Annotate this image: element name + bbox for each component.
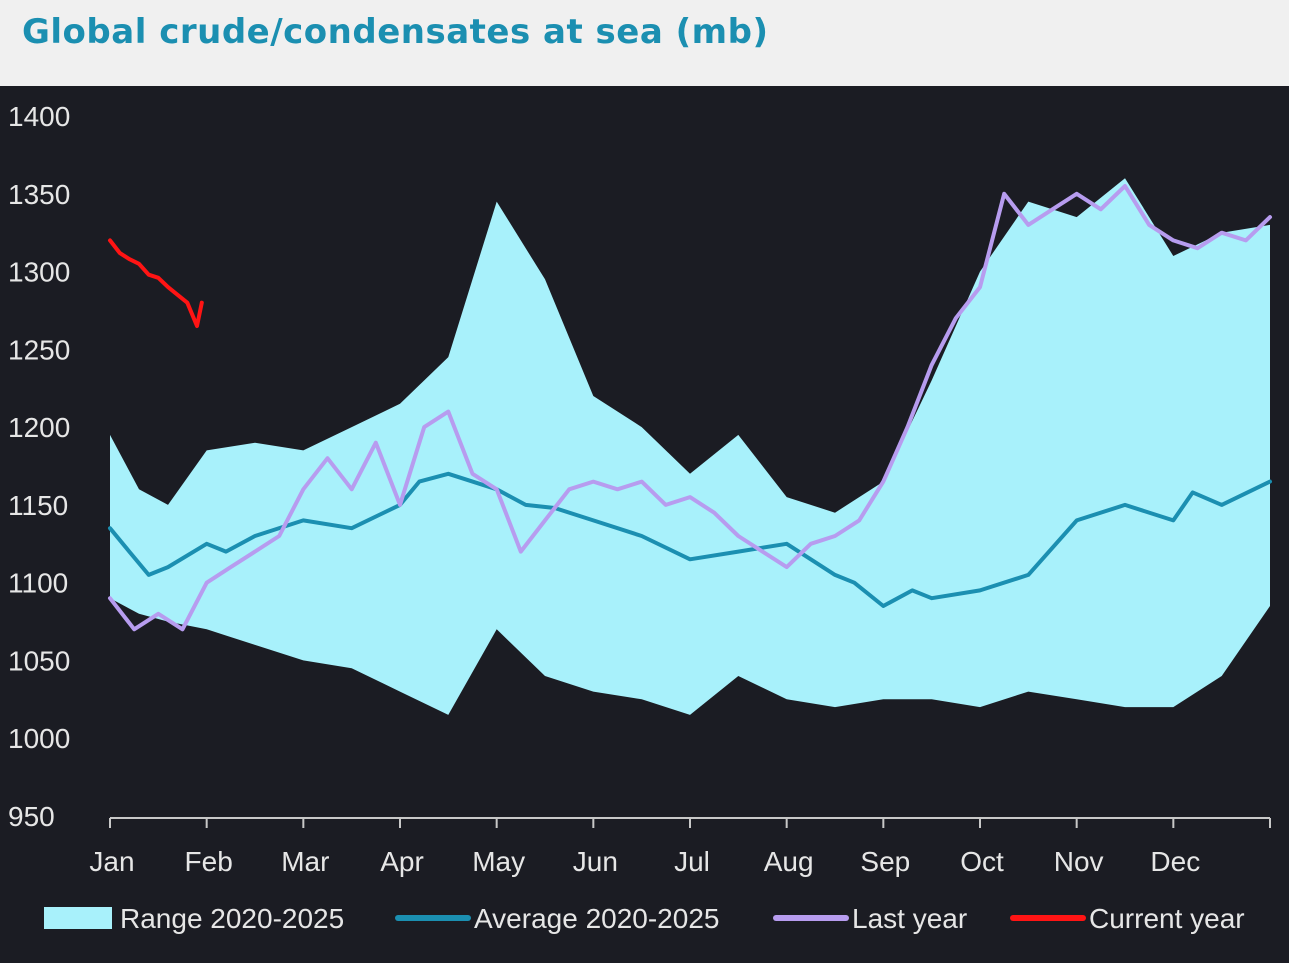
series-line-1 <box>108 184 1272 632</box>
x-tick-label: Dec <box>1150 846 1200 877</box>
legend-label: Average 2020-2025 <box>474 903 719 934</box>
range-band <box>110 178 1270 715</box>
legend-label: Current year <box>1089 903 1245 934</box>
y-tick-label: 1400 <box>8 101 70 132</box>
chart-header: Global crude/condensates at sea (mb) <box>0 0 1289 86</box>
legend-label: Last year <box>852 903 967 934</box>
legend-label: Range 2020-2025 <box>120 903 344 934</box>
y-tick-label: 1050 <box>8 645 70 676</box>
y-tick-label: 1250 <box>8 334 70 365</box>
x-tick-label: Apr <box>380 846 424 877</box>
y-tick-label: 1200 <box>8 412 70 443</box>
series-line-0 <box>108 471 1272 608</box>
x-tick-label: Jun <box>573 846 618 877</box>
x-tick-label: Mar <box>281 846 329 877</box>
x-tick-label: Aug <box>764 846 814 877</box>
x-tick-label: Nov <box>1054 846 1104 877</box>
y-tick-label: 1300 <box>8 257 70 288</box>
chart-area: Jan Feb Mar Apr May Jun Jul Aug Sep Oct Nov Dec 950 1… <box>0 86 1289 958</box>
chart-title: Global crude/condensates at sea (mb) <box>22 12 769 52</box>
series-line-2 <box>108 238 204 328</box>
x-tick-label: May <box>472 846 525 877</box>
y-tick-label: 1150 <box>8 490 68 521</box>
x-tick-label: Feb <box>185 846 233 877</box>
chart-svg: Jan Feb Mar Apr May Jun Jul Aug Sep Oct Nov Dec 950 1… <box>8 101 1272 934</box>
y-tick-label: 1000 <box>8 723 70 754</box>
legend-swatch-range <box>44 907 112 929</box>
y-tick-label: 1350 <box>8 179 70 210</box>
x-tick-label: Sep <box>860 846 910 877</box>
x-tick-label: Oct <box>960 846 1004 877</box>
y-tick-label: 950 <box>8 801 55 832</box>
x-tick-label: Jan <box>89 846 134 877</box>
x-tick-label: Jul <box>674 846 710 877</box>
y-tick-label: 1100 <box>8 568 68 599</box>
